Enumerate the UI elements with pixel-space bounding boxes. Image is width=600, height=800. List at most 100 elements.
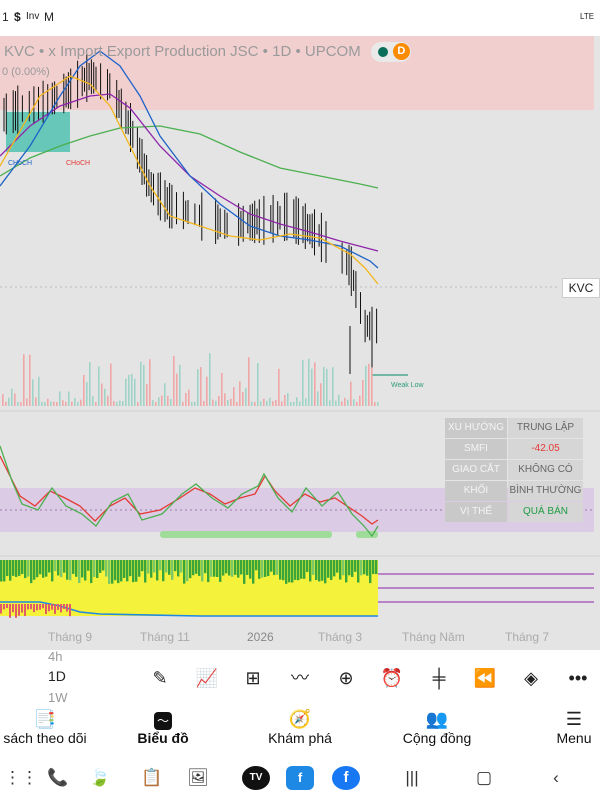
volume-bar: [167, 395, 169, 406]
nav-chart[interactable]: 〜 Biểu đồ: [128, 704, 198, 758]
volume-bar: [164, 383, 166, 406]
apps-grid-icon[interactable]: ⋮⋮: [4, 768, 38, 787]
nav-community[interactable]: 👥 Cộng đồng: [396, 704, 478, 758]
timeframe-1w[interactable]: 1W: [48, 690, 68, 705]
ma-green-line: [0, 125, 379, 189]
volume-bar: [320, 383, 322, 406]
trend-bar: [300, 560, 303, 579]
indicators-icon[interactable]: 📈: [195, 668, 219, 688]
trend-bar: [168, 560, 171, 575]
chart-area[interactable]: KVC • x Import Export Production JSC • 1…: [0, 36, 600, 650]
volume-bar: [203, 400, 205, 406]
volume-bar: [101, 383, 103, 406]
compass-icon: 🧭: [288, 709, 312, 729]
notes-icon[interactable]: 📋: [141, 768, 163, 787]
red-bar: [24, 604, 26, 616]
x-tick: 2026: [247, 630, 274, 644]
trend-bar: [3, 560, 6, 582]
volume-bar: [152, 400, 154, 406]
trend-bar: [180, 560, 183, 573]
volume-bar: [359, 395, 361, 406]
recents-icon[interactable]: |||: [405, 768, 419, 787]
trend-bar: [174, 560, 177, 572]
volume-bar: [215, 400, 217, 406]
tradingview-app-icon[interactable]: TV: [242, 766, 270, 790]
x-tick: Tháng 3: [318, 630, 363, 644]
red-bar: [9, 604, 11, 618]
nav-menu[interactable]: ☰ Menu: [548, 704, 600, 758]
candlestick-icon[interactable]: ╪: [432, 668, 446, 688]
nav-watchlist[interactable]: 📑 sách theo dõi: [0, 704, 90, 758]
phone-icon[interactable]: 📞: [47, 768, 69, 787]
timeframe-4h[interactable]: 4h: [48, 649, 63, 664]
trend-bar: [195, 560, 198, 574]
trend-bar: [153, 560, 156, 573]
trend-bar: [255, 560, 258, 571]
timeframe-selector[interactable]: 1D: [48, 668, 66, 684]
volume-bar: [80, 399, 82, 406]
volume-bar: [104, 388, 106, 406]
trend-bar: [216, 560, 219, 577]
volume-bar: [65, 401, 67, 406]
red-bar: [45, 604, 47, 614]
pencil-icon[interactable]: ✎: [152, 668, 168, 688]
trend-bar: [348, 560, 351, 576]
volume-bar: [38, 376, 40, 406]
symbol-price-tag[interactable]: KVC: [562, 278, 600, 298]
x-tick: Tháng Năm: [402, 630, 465, 644]
trend-bar: [105, 560, 108, 577]
gallery-icon[interactable]: 🖼: [187, 768, 209, 787]
trend-bar: [126, 560, 129, 582]
volume-bar: [11, 388, 13, 406]
back-icon[interactable]: ‹: [553, 768, 559, 787]
trend-bar: [228, 560, 231, 576]
trend-bar: [159, 560, 162, 571]
stats-row-position: VỊ THẾ QUÁ BÁN: [445, 502, 583, 522]
leaf-icon[interactable]: 🍃: [89, 768, 111, 787]
more-icon[interactable]: •••: [568, 668, 588, 688]
trend-bar: [201, 560, 204, 582]
trend-bar: [270, 560, 273, 572]
trend-bar: [312, 560, 315, 575]
finance-app-icon[interactable]: f: [286, 766, 314, 790]
community-icon: 👥: [425, 709, 449, 729]
x-tick: Tháng 7: [505, 630, 550, 644]
status-pill[interactable]: D: [370, 42, 411, 62]
volume-bar: [170, 399, 172, 406]
volume-bar: [254, 401, 256, 406]
ma-yellow-line: [0, 75, 379, 285]
trend-bar: [288, 560, 291, 583]
volume-bar: [335, 400, 337, 406]
nav-explore[interactable]: 🧭 Khám phá: [260, 704, 340, 758]
volume-bar: [194, 401, 196, 406]
volume-bar: [350, 381, 352, 406]
volume-bar: [269, 397, 271, 406]
alarm-icon[interactable]: ⏰: [380, 668, 404, 688]
trend-bar: [264, 560, 267, 577]
trend-bar: [51, 560, 54, 582]
trend-bar: [63, 560, 66, 573]
chart-canvas[interactable]: [0, 36, 600, 650]
facebook-icon[interactable]: f: [332, 766, 360, 790]
stats-row-smfi: SMFI -42.05: [445, 439, 583, 459]
volume-bar: [233, 387, 235, 406]
volume-bar: [74, 397, 76, 406]
volume-bar: [176, 373, 178, 406]
trend-bar: [279, 560, 282, 580]
trend-bar: [282, 560, 285, 581]
volume-bar: [218, 395, 220, 406]
volume-bar: [212, 399, 214, 406]
volume-bar: [158, 397, 160, 406]
compare-icon[interactable]: 〰: [291, 668, 309, 688]
chart-title-row[interactable]: KVC • x Import Export Production JSC • 1…: [4, 42, 411, 62]
volume-bar: [83, 374, 85, 406]
volume-bar: [113, 401, 115, 406]
layers-icon[interactable]: ◈: [524, 668, 538, 688]
home-icon[interactable]: ▢: [475, 768, 493, 787]
trend-bar: [375, 560, 378, 575]
add-circle-icon[interactable]: ⊕: [338, 668, 354, 688]
replay-icon[interactable]: ⏪: [473, 668, 497, 688]
status-time: 1: [2, 10, 9, 24]
stats-row-cross: GIAO CẮT KHÔNG CÓ: [445, 460, 583, 480]
layout-grid-icon[interactable]: ⊞: [245, 668, 261, 688]
